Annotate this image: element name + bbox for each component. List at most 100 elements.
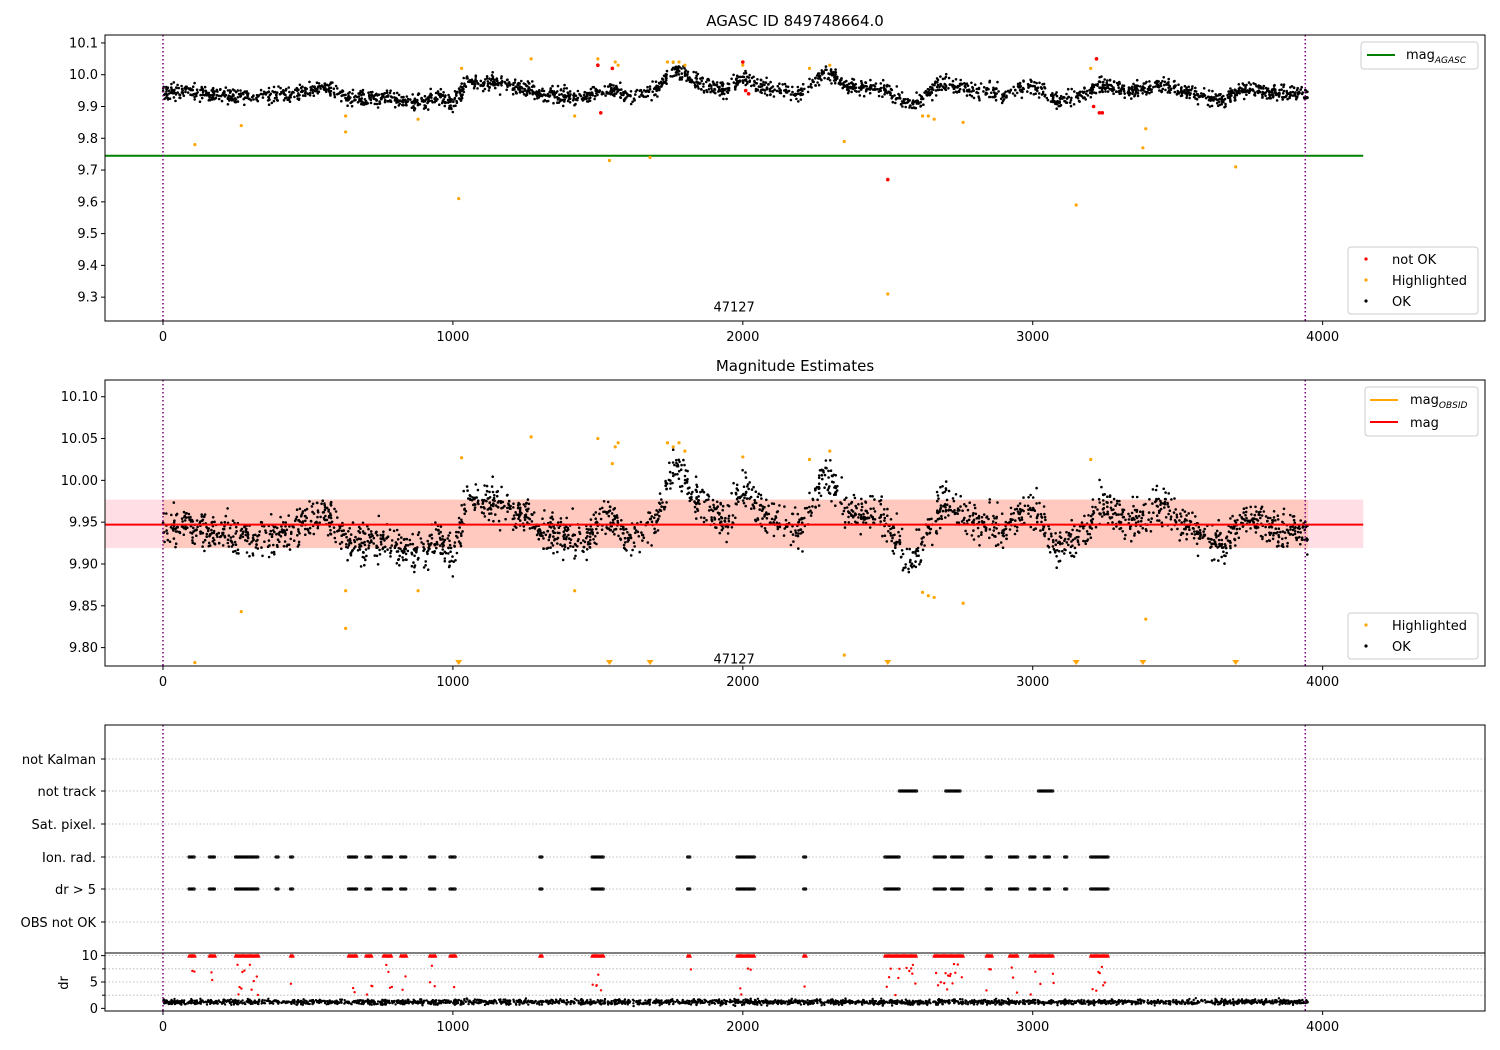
ok-point — [497, 519, 501, 523]
ok-point — [1137, 531, 1141, 534]
ok-point — [610, 512, 614, 515]
ok-point — [390, 544, 394, 547]
ok-point — [385, 536, 389, 540]
ok-point — [1282, 545, 1285, 549]
ok-point — [988, 501, 991, 504]
ok-point — [207, 99, 211, 102]
ok-point — [970, 81, 973, 85]
highlighted-point — [926, 114, 930, 118]
ok-point — [820, 78, 823, 82]
ok-point — [234, 549, 237, 553]
ok-point — [188, 88, 191, 91]
ok-point — [537, 537, 541, 541]
ok-point — [582, 96, 585, 99]
ok-point — [1224, 102, 1227, 106]
ok-point — [279, 86, 282, 90]
ok-point — [1274, 88, 1277, 91]
ok-point — [891, 100, 895, 104]
ok-point — [215, 533, 218, 537]
ok-point — [511, 517, 515, 521]
ok-point — [764, 81, 768, 84]
ok-point — [707, 509, 711, 512]
ok-point — [993, 95, 997, 98]
ok-point — [243, 90, 246, 94]
ok-point — [893, 541, 896, 545]
ok-point — [1291, 525, 1295, 528]
ok-point — [964, 86, 967, 89]
ok-point — [705, 518, 708, 522]
ok-point — [204, 89, 208, 93]
ok-point — [1035, 486, 1038, 490]
ok-point — [1118, 92, 1121, 95]
ok-point — [1039, 529, 1042, 532]
ok-point — [476, 499, 480, 503]
ok-point — [377, 514, 381, 518]
ok-point — [246, 536, 250, 540]
ok-point — [748, 481, 751, 484]
ok-point — [964, 504, 968, 508]
ok-point — [1069, 98, 1073, 102]
ok-point — [1076, 97, 1080, 100]
ok-point — [1255, 510, 1258, 513]
ok-point — [1132, 504, 1135, 508]
ok-point — [539, 533, 543, 536]
ok-point — [1167, 512, 1170, 516]
ok-point — [506, 78, 509, 81]
ok-point — [1067, 95, 1070, 99]
ok-point — [1294, 536, 1298, 540]
ok-point — [1291, 90, 1295, 94]
ok-point — [827, 72, 830, 75]
ok-point — [1133, 532, 1136, 535]
ok-point — [1242, 507, 1246, 511]
ok-point — [743, 496, 746, 500]
ok-point — [715, 81, 719, 84]
ok-point — [506, 83, 509, 87]
ok-point — [329, 528, 332, 532]
ok-point — [843, 84, 847, 87]
ok-point — [301, 94, 305, 97]
ok-point — [1188, 92, 1191, 95]
ok-point — [316, 92, 320, 95]
ok-point — [650, 520, 654, 523]
ok-point — [217, 94, 221, 98]
ok-point — [1266, 516, 1270, 520]
ok-point — [497, 500, 501, 503]
ok-point — [341, 89, 344, 92]
ok-point — [732, 481, 735, 485]
ok-point — [1127, 518, 1131, 521]
ok-point — [1167, 492, 1170, 495]
ok-point — [609, 89, 612, 93]
ok-point — [944, 75, 948, 79]
ok-point — [947, 76, 951, 80]
ok-point — [1178, 539, 1181, 542]
ok-point — [366, 539, 370, 543]
ok-point — [556, 521, 560, 524]
ok-point — [1089, 86, 1093, 90]
ok-point — [413, 102, 416, 105]
ok-point — [1078, 529, 1081, 533]
ok-point — [248, 97, 251, 101]
ok-point — [1155, 514, 1159, 517]
ok-point — [506, 493, 509, 497]
ok-point — [348, 527, 352, 530]
ok-point — [437, 528, 440, 532]
ok-point — [380, 543, 383, 546]
ok-point — [817, 491, 821, 495]
ok-point — [756, 78, 759, 81]
ok-point — [511, 528, 515, 531]
ok-point — [385, 91, 389, 95]
ok-point — [357, 537, 361, 540]
ok-point — [565, 516, 568, 520]
ok-point — [349, 101, 353, 104]
ok-point — [921, 548, 925, 552]
ok-point — [520, 79, 523, 83]
ok-point — [1172, 511, 1176, 514]
ok-point — [750, 488, 754, 491]
ok-point — [441, 545, 445, 548]
ok-point — [1043, 515, 1047, 519]
ok-point — [1194, 86, 1197, 90]
ok-point — [267, 86, 271, 90]
ok-point — [982, 513, 986, 516]
ok-point — [820, 473, 824, 477]
ok-point — [251, 554, 255, 557]
